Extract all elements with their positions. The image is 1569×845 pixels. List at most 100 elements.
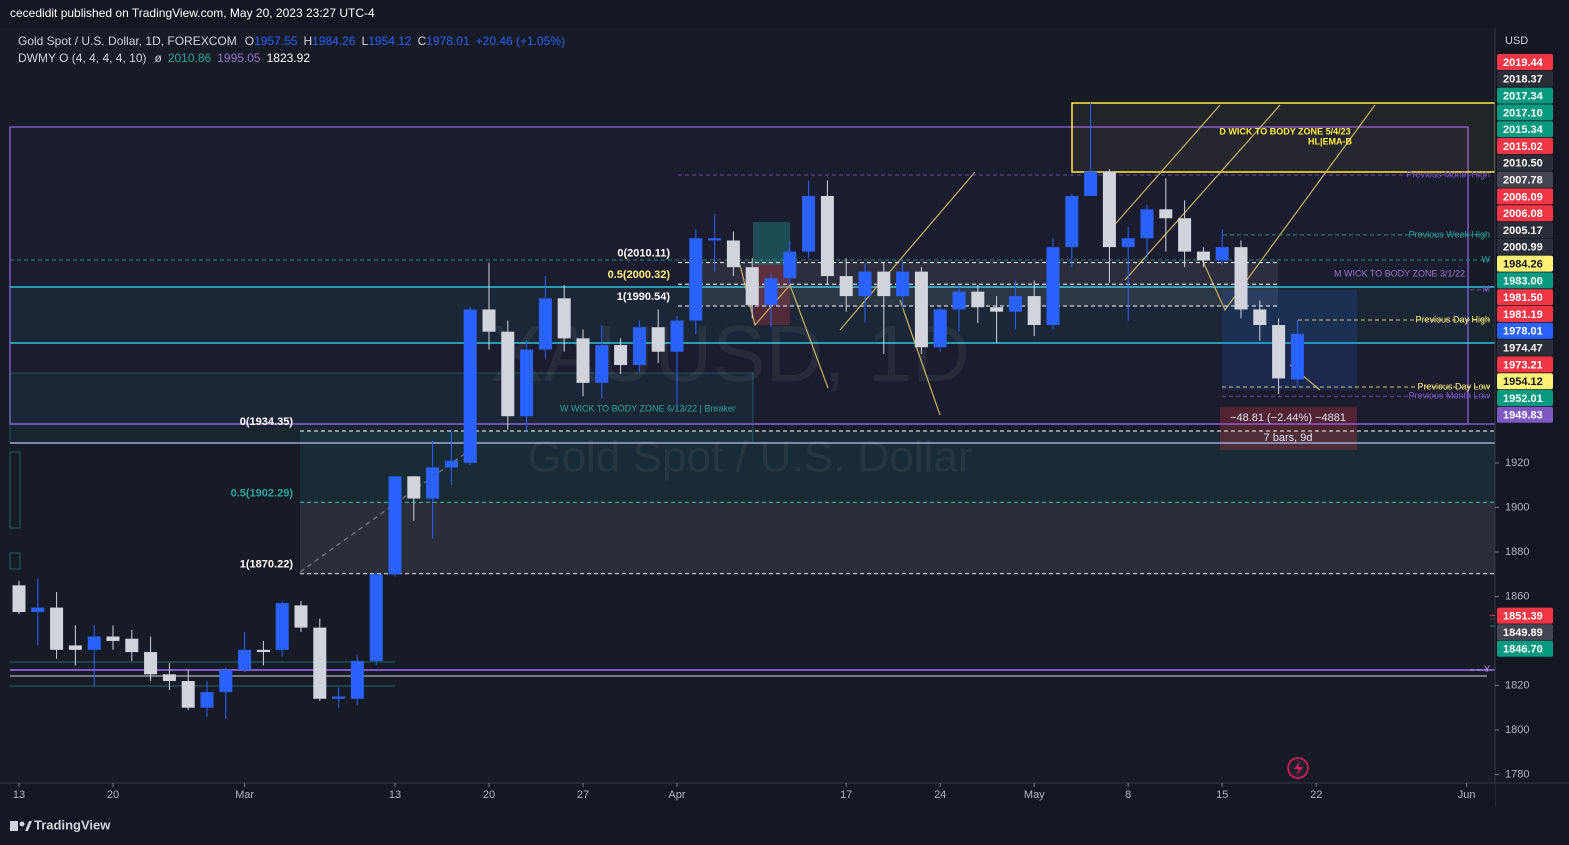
candle-body <box>426 467 440 499</box>
price-label: 2000.99 <box>1503 242 1543 254</box>
price-label: 1981.19 <box>1503 309 1543 321</box>
y-tick-label: 1860 <box>1505 590 1529 602</box>
price-label-box <box>1497 154 1553 171</box>
candle-body <box>1234 247 1248 310</box>
candle-body <box>1272 325 1286 379</box>
candle-body <box>952 291 966 310</box>
price-label-box <box>1497 222 1553 238</box>
side-box <box>9 451 21 529</box>
candle-body <box>896 271 910 297</box>
price-label: 1981.50 <box>1503 292 1543 304</box>
level-label: Previous Month Low <box>1408 391 1490 401</box>
candle-body <box>444 460 458 468</box>
yellow-zone <box>1071 102 1496 173</box>
candle-body <box>219 669 233 693</box>
legend-key: H <box>303 34 312 48</box>
candle-body <box>614 345 628 366</box>
candle-body <box>595 345 609 383</box>
candle-body <box>933 309 947 348</box>
level-label: Previous Day High <box>1415 314 1490 324</box>
legend-value: 1957.55 <box>254 34 298 48</box>
candle-body <box>1027 296 1041 326</box>
arrow <box>1109 104 1221 231</box>
price-label: 2018.37 <box>1503 74 1543 86</box>
x-tick-label: 8 <box>1125 789 1131 801</box>
x-tick-label: 13 <box>13 789 25 801</box>
price-label-box <box>1497 188 1553 205</box>
candle-body <box>520 349 534 417</box>
candle-body <box>971 291 985 308</box>
candle-body <box>1290 333 1304 380</box>
candle-body <box>1215 247 1229 261</box>
legend-symbol: Gold Spot / U.S. Dollar, 1D, FOREXCOM <box>18 34 237 48</box>
plot <box>10 102 1495 719</box>
price-label: 2019.44 <box>1503 57 1544 69</box>
price-label: 2005.17 <box>1503 225 1543 237</box>
price-label-box <box>1497 640 1553 657</box>
level-label: Previous Day Low <box>1417 381 1490 391</box>
y-tick-label: 1920 <box>1505 457 1529 469</box>
zone-label: HL|EMA-B <box>1308 136 1353 146</box>
x-tick-label: 20 <box>483 789 495 801</box>
candle-body <box>839 276 853 297</box>
price-label: 1954.12 <box>1503 376 1543 388</box>
fib-label: 0.5(2000.32) <box>608 269 671 281</box>
fib-label: 0.5(1902.29) <box>231 487 294 499</box>
price-label: 1849.89 <box>1503 627 1543 639</box>
y-tick-label: 1880 <box>1505 546 1529 558</box>
candle-body <box>313 627 327 699</box>
candle-body <box>181 680 195 708</box>
watermark-name: Gold Spot / U.S. Dollar <box>527 433 972 482</box>
price-label-box <box>1497 322 1553 339</box>
purple-zone <box>9 126 1469 425</box>
x-tick-label: Apr <box>668 789 685 801</box>
legend-key: L <box>362 34 369 48</box>
time-axis <box>0 783 1495 807</box>
candle-body <box>764 278 778 305</box>
logo <box>10 821 32 831</box>
price-label-box <box>1497 272 1553 289</box>
candle-body <box>820 195 834 277</box>
price-label-box <box>1497 205 1553 222</box>
legend-key: C <box>418 34 427 48</box>
candle-body <box>369 574 383 661</box>
candle-body <box>68 645 82 650</box>
candle-body <box>557 298 571 339</box>
candle-body <box>858 271 872 297</box>
price-label-box <box>1497 390 1553 406</box>
price-label: 1973.21 <box>1503 359 1543 371</box>
fib-label: 1(1990.54) <box>617 291 671 303</box>
price-label: 1949.83 <box>1503 410 1543 422</box>
candle-body <box>256 649 270 653</box>
price-label: 1983.00 <box>1503 275 1543 287</box>
indicator-name: DWMY O (4, 4, 4, 4, 10) <box>18 51 146 65</box>
arrow <box>1199 104 1376 312</box>
x-tick-label: 17 <box>840 789 852 801</box>
candle-body <box>275 603 289 650</box>
candle-body <box>50 607 64 650</box>
candle-body <box>87 636 101 650</box>
axis-label: USD <box>1505 35 1528 47</box>
y-tick-label: 1800 <box>1505 724 1529 736</box>
x-tick-label: 24 <box>934 789 946 801</box>
header: cecedidit published on TradingView.com, … <box>10 6 375 20</box>
candle-body <box>350 660 364 699</box>
indicator-legend: DWMY O (4, 4, 4, 4, 10) ø 2010.86 1995.05 18… <box>18 51 310 65</box>
candle-body <box>1008 296 1022 312</box>
x-tick-label: Jun <box>1458 789 1476 801</box>
x-tick-label: 13 <box>389 789 401 801</box>
candle-body <box>877 271 891 297</box>
candle-body <box>670 320 684 352</box>
x-tick-label: May <box>1024 789 1045 801</box>
candle-body <box>31 607 45 613</box>
candle-body <box>238 649 252 670</box>
candle-body <box>1253 309 1267 326</box>
zone-label: M WICK TO BODY ZONE 3/1/22 <box>1334 268 1465 278</box>
candle-body <box>407 476 421 499</box>
footer-bar <box>0 807 1569 845</box>
fib-label: 1(1870.22) <box>240 559 294 571</box>
measure-label: 7 bars, 9d <box>1264 432 1313 444</box>
